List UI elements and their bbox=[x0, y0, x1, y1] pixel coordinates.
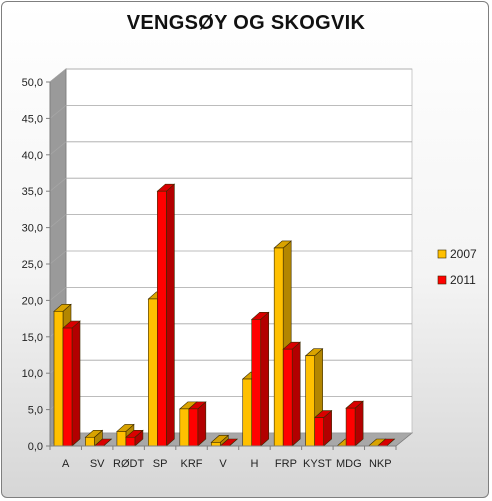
legend: 2007 2011 bbox=[437, 247, 477, 287]
bar-front bbox=[179, 408, 190, 447]
gridline-side bbox=[49, 68, 67, 83]
y-tick-label: 50,0 bbox=[22, 77, 43, 89]
bar-front bbox=[157, 190, 167, 447]
gridline-side bbox=[49, 250, 67, 265]
bar-front bbox=[85, 436, 95, 447]
gridline-side bbox=[49, 177, 67, 192]
bar bbox=[62, 320, 81, 447]
bar-side bbox=[291, 341, 301, 447]
x-tick-label: SV bbox=[90, 458, 105, 470]
legend-swatch bbox=[437, 275, 447, 285]
bar bbox=[156, 183, 176, 447]
bar-front bbox=[305, 355, 315, 447]
bar bbox=[282, 341, 301, 447]
bar bbox=[313, 409, 333, 447]
x-tick-label: FRP bbox=[275, 458, 297, 470]
bar-side bbox=[354, 400, 364, 447]
bar bbox=[125, 429, 144, 447]
bar-side bbox=[197, 401, 207, 447]
chart-title: VENGSØY OG SKOGVIK bbox=[126, 12, 366, 34]
x-tick-label: A bbox=[62, 458, 70, 470]
chart-walls bbox=[48, 68, 414, 447]
bar-side bbox=[260, 311, 270, 447]
gridline-side bbox=[49, 141, 67, 156]
y-tick-label: 5,0 bbox=[28, 405, 43, 417]
y-tick-label: 20,0 bbox=[22, 295, 43, 307]
bar-side bbox=[166, 183, 175, 447]
bar-front bbox=[188, 408, 199, 447]
bar bbox=[250, 311, 270, 447]
bar bbox=[210, 434, 230, 447]
bar bbox=[345, 400, 364, 447]
x-tick-label: KRF bbox=[181, 458, 203, 470]
y-axis: 0,0 5,0 10,0 15,0 20,0 25,0 30,0 35,0 40,0 45,0 50… bbox=[22, 77, 51, 453]
gridline-side bbox=[49, 105, 67, 119]
gridline-side bbox=[49, 214, 67, 228]
bar-front bbox=[116, 431, 127, 447]
x-tick-label: RØDT bbox=[113, 458, 144, 470]
bars bbox=[53, 183, 396, 447]
y-tick-label: 45,0 bbox=[22, 113, 43, 125]
bar-front bbox=[125, 436, 136, 447]
x-tick-label: MDG bbox=[336, 458, 362, 470]
bar-front bbox=[53, 311, 64, 447]
bar-front bbox=[148, 298, 158, 447]
y-tick-label: 40,0 bbox=[22, 150, 43, 162]
y-tick-label: 10,0 bbox=[22, 368, 43, 380]
x-tick-label: V bbox=[219, 458, 227, 470]
x-tick-label: NKP bbox=[369, 458, 392, 470]
x-axis: A SV RØDT SP KRF V H FRP KYST MDG NKP bbox=[49, 445, 397, 470]
bar bbox=[84, 429, 104, 447]
y-tick-label: 0,0 bbox=[28, 441, 43, 453]
y-tick-label: 25,0 bbox=[22, 259, 43, 271]
bar-front bbox=[345, 407, 356, 447]
bar-front bbox=[62, 327, 73, 447]
bar-front bbox=[210, 442, 221, 447]
bar-side bbox=[71, 320, 81, 447]
x-tick-label: SP bbox=[153, 458, 168, 470]
y-tick-label: 30,0 bbox=[22, 223, 43, 235]
x-tick-label: H bbox=[250, 458, 258, 470]
bar-front bbox=[314, 417, 324, 447]
bar bbox=[188, 401, 207, 447]
legend-swatch bbox=[437, 249, 447, 259]
legend-label: 2007 bbox=[450, 247, 477, 261]
x-tick-label: KYST bbox=[303, 458, 332, 470]
y-tick-label: 15,0 bbox=[22, 332, 43, 344]
gridline-side bbox=[49, 287, 67, 301]
bar-front bbox=[282, 348, 293, 447]
bar-front bbox=[242, 378, 253, 447]
bar-front bbox=[251, 319, 262, 447]
bar-front bbox=[273, 247, 284, 447]
y-tick-label: 35,0 bbox=[22, 186, 43, 198]
legend-label: 2011 bbox=[450, 273, 476, 287]
